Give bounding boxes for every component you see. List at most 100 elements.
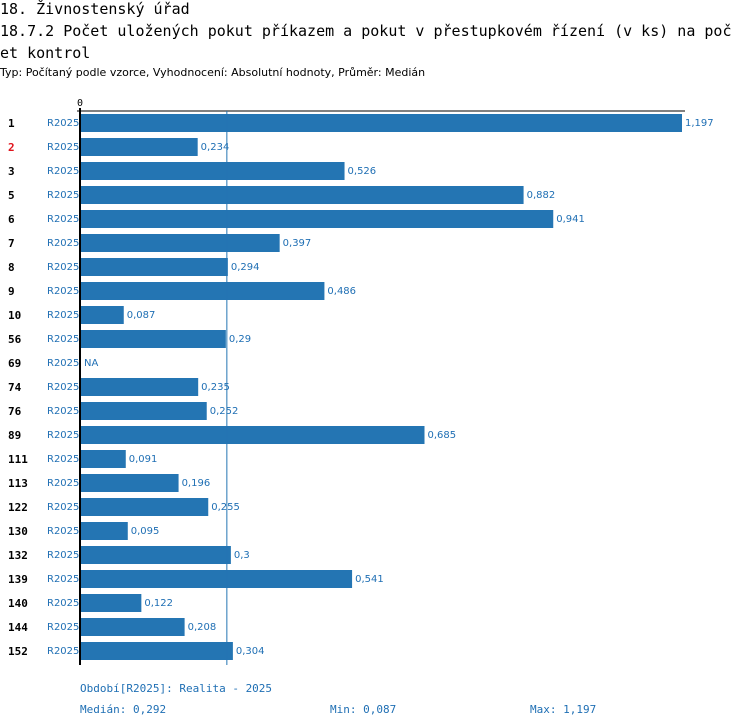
row-id-label: 7 — [8, 237, 15, 250]
bar-value-label: 0,397 — [283, 238, 312, 249]
bar-132 — [81, 546, 231, 564]
row-id-label: 2 — [8, 141, 15, 154]
row-id-label: 74 — [8, 381, 22, 394]
row-period-label: R2025 — [47, 262, 79, 273]
bar-value-label: 0,541 — [355, 574, 384, 585]
bar-9 — [81, 282, 325, 300]
row-period-label: R2025 — [47, 310, 79, 321]
bar-value-label: 0,252 — [210, 406, 239, 417]
row-id-label: 132 — [8, 549, 28, 562]
max-summary: Max: 1,197 — [530, 703, 597, 716]
bar-76 — [81, 402, 207, 420]
row-id-label: 6 — [8, 213, 15, 226]
min-summary: Min: 0,087 — [330, 703, 397, 716]
row-id-label: 76 — [8, 405, 22, 418]
row-period-label: R2025 — [47, 550, 79, 561]
row-id-label: 130 — [8, 525, 28, 538]
bar-value-label: 0,208 — [188, 622, 217, 633]
row-period-label: R2025 — [47, 646, 79, 657]
row-id-label: 8 — [8, 261, 15, 274]
bar-140 — [81, 594, 142, 612]
bar-139 — [81, 570, 353, 588]
row-period-label: R2025 — [47, 214, 79, 225]
row-period-label: R2025 — [47, 358, 79, 369]
bar-value-label: 0,526 — [348, 166, 377, 177]
bar-value-label: 0,122 — [144, 598, 173, 609]
row-period-label: R2025 — [47, 454, 79, 465]
row-period-label: R2025 — [47, 118, 79, 129]
bar-value-label: 0,255 — [211, 502, 240, 513]
row-id-label: 5 — [8, 189, 15, 202]
row-id-label: 3 — [8, 165, 15, 178]
bar-7 — [81, 234, 280, 252]
row-id-label: 56 — [8, 333, 22, 346]
bar-122 — [81, 498, 209, 516]
row-period-label: R2025 — [47, 190, 79, 201]
period-note: Období[R2025]: Realita - 2025 — [80, 682, 273, 695]
row-id-label: 69 — [8, 357, 21, 370]
bar-value-label: 0,294 — [231, 262, 260, 273]
bar-6 — [81, 210, 554, 228]
bar-111 — [81, 450, 126, 468]
bar-152 — [81, 642, 233, 660]
row-period-label: R2025 — [47, 382, 79, 393]
bar-113 — [81, 474, 179, 492]
bar-value-label: 0,3 — [234, 550, 250, 561]
median-summary: Medián: 0,292 — [80, 703, 167, 716]
chart-title: 18.7.2 Počet uložených pokut příkazem a … — [0, 22, 732, 62]
bar-3 — [81, 162, 345, 180]
row-period-label: R2025 — [47, 574, 79, 585]
bar-value-label: 0,087 — [127, 310, 156, 321]
row-period-label: R2025 — [47, 142, 79, 153]
row-period-label: R2025 — [47, 406, 79, 417]
bar-89 — [81, 426, 425, 444]
bar-value-label: 0,304 — [236, 646, 265, 657]
bar-value-label: 0,941 — [556, 214, 585, 225]
bar-value-label: 0,234 — [201, 142, 230, 153]
row-period-label: R2025 — [47, 286, 79, 297]
bar-5 — [81, 186, 524, 204]
row-period-label: R2025 — [47, 478, 79, 489]
bar-130 — [81, 522, 128, 540]
bar-2 — [81, 138, 198, 156]
row-period-label: R2025 — [47, 598, 79, 609]
bar-value-label: NA — [84, 358, 98, 369]
row-period-label: R2025 — [47, 526, 79, 537]
bar-value-label: 0,29 — [229, 334, 251, 345]
row-id-label: 152 — [8, 645, 28, 658]
bar-value-label: 0,882 — [527, 190, 556, 201]
bar-value-label: 0,091 — [129, 454, 158, 465]
bar-value-label: 0,486 — [327, 286, 356, 297]
row-id-label: 89 — [8, 429, 21, 442]
zero-tick-label: 0 — [77, 98, 83, 109]
bar-value-label: 0,095 — [131, 526, 160, 537]
row-id-label: 113 — [8, 477, 28, 490]
row-period-label: R2025 — [47, 622, 79, 633]
bar-value-label: 0,235 — [201, 382, 230, 393]
row-period-label: R2025 — [47, 502, 79, 513]
bar-value-label: 1,197 — [685, 118, 714, 129]
row-period-label: R2025 — [47, 430, 79, 441]
row-id-label: 139 — [8, 573, 28, 586]
row-period-label: R2025 — [47, 166, 79, 177]
row-id-label: 144 — [8, 621, 28, 634]
bar-value-label: 0,196 — [182, 478, 211, 489]
chart-subtitle: Typ: Počítaný podle vzorce, Vyhodnocení:… — [0, 66, 426, 79]
row-period-label: R2025 — [47, 334, 79, 345]
bar-56 — [81, 330, 226, 348]
row-id-label: 10 — [8, 309, 21, 322]
bar-144 — [81, 618, 185, 636]
bar-value-label: 0,685 — [428, 430, 457, 441]
bar-10 — [81, 306, 124, 324]
row-id-label: 1 — [8, 117, 15, 130]
row-id-label: 140 — [8, 597, 28, 610]
row-id-label: 122 — [8, 501, 28, 514]
section-title: 18. Živnostenský úřad — [0, 0, 190, 18]
row-id-label: 111 — [8, 453, 28, 466]
bar-1 — [81, 114, 682, 132]
bar-74 — [81, 378, 199, 396]
row-period-label: R2025 — [47, 238, 79, 249]
row-id-label: 9 — [8, 285, 15, 298]
bar-8 — [81, 258, 228, 276]
